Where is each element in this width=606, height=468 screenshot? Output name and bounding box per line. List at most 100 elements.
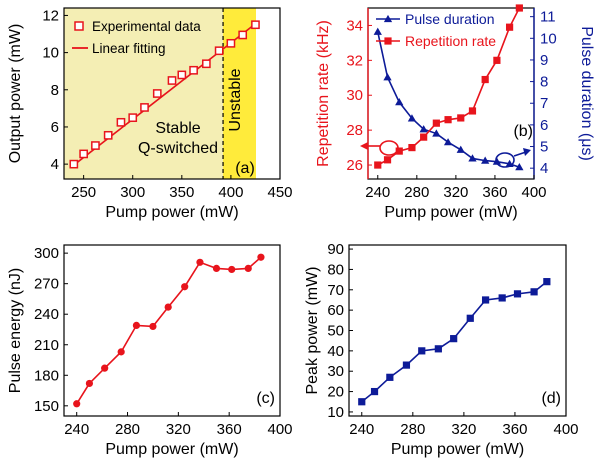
experimental-data-point [91, 141, 100, 150]
y-right-tick-label: 6 [540, 117, 548, 134]
repetition-rate-point [383, 156, 392, 164]
peak-power-point [386, 373, 394, 381]
y-tick-label: 150 [34, 398, 59, 415]
experimental-data-point [189, 65, 198, 75]
pulse-duration-point [407, 114, 417, 122]
y-tick-label: 10 [42, 45, 59, 62]
x-tick-label: 240 [349, 421, 374, 438]
repetition-rate-point [432, 119, 440, 127]
x-tick-label: 240 [365, 184, 390, 201]
experimental-data-point [79, 149, 88, 159]
pulse-duration-point [395, 98, 404, 106]
peak-power-point [434, 345, 442, 353]
y-tick-label: 30 [327, 363, 344, 380]
peak-power-point [418, 347, 426, 355]
experimental-data-point [152, 89, 162, 98]
pulse-energy-point [85, 379, 94, 388]
unstable-region-label: Unstable [227, 68, 244, 131]
x-tick-label: 250 [71, 184, 96, 201]
peak-power-point [466, 314, 474, 322]
linear-fit-line [73, 23, 256, 166]
pulse-duration-point [456, 145, 465, 153]
y-right-tick-label: 9 [540, 52, 548, 69]
y-tick-label: 80 [327, 261, 344, 278]
peak-power-point [358, 398, 366, 406]
peak-power-point [513, 290, 522, 298]
repetition-rate-point [395, 147, 403, 155]
stable-region-label: Q-switched [138, 140, 218, 157]
x-axis-label: Pump power (mW) [391, 441, 524, 458]
repetition-rate-point [468, 107, 477, 115]
y-tick-label: 34 [346, 17, 363, 34]
legend-marker-repetition-rate [384, 37, 392, 45]
pulse-energy-point [228, 265, 236, 274]
panel-label: (d) [541, 390, 561, 407]
y-tick-label: 10 [327, 404, 344, 421]
experimental-data-point [177, 70, 187, 80]
x-tick-label: 360 [482, 184, 507, 201]
repetition-rate-point [420, 133, 428, 141]
x-tick-label: 360 [217, 421, 242, 438]
x-tick-label: 400 [267, 421, 292, 438]
legend: Pulse duration Repetition rate [376, 11, 496, 49]
x-tick-label: 320 [166, 421, 191, 438]
y-tick-label: 240 [34, 306, 59, 323]
x-tick-label: 280 [404, 184, 429, 201]
peak-power-point [402, 361, 411, 369]
x-tick-label: 400 [218, 184, 243, 201]
legend-marker-experimental [74, 21, 84, 31]
y-right-tick-label: 7 [540, 95, 548, 112]
y-tick-label: 26 [346, 157, 363, 174]
y-right-tick-label: 10 [540, 30, 557, 47]
experimental-data-point [116, 117, 126, 127]
peak-power-point [481, 296, 490, 304]
right-axis-indicator-arrow [513, 151, 527, 157]
stable-region [64, 8, 224, 179]
pulse-duration-point [443, 138, 453, 146]
experimental-data-point [103, 130, 113, 140]
peak-power-point [450, 335, 458, 343]
y-right-tick-label: 4 [540, 160, 548, 177]
legend-label: Linear fitting [92, 41, 166, 56]
x-axis-label: Pump power (mW) [105, 441, 238, 458]
x-tick-label: 360 [502, 421, 527, 438]
x-axis-label: Pump power (mW) [384, 204, 517, 221]
y-tick-label: 12 [42, 7, 59, 24]
pulse-duration-point [468, 154, 477, 162]
repetition-rate-point [444, 116, 452, 124]
experimental-data-point [69, 159, 79, 169]
y-right-tick-label: 5 [540, 139, 548, 156]
panel-a: 250 300 350 400 450 4 6 8 10 12 Pump power (mW) Out… [7, 7, 293, 221]
legend-label: Pulse duration [405, 11, 495, 27]
y-tick-label: 28 [346, 122, 363, 139]
plot-frame [63, 244, 281, 417]
y-tick-label: 180 [34, 367, 59, 384]
x-tick-label: 320 [443, 184, 468, 201]
peak-power-point [530, 288, 538, 296]
experimental-data-point [167, 76, 177, 85]
x-tick-label: 400 [553, 421, 578, 438]
experimental-data-point [140, 103, 149, 112]
repetition-rate-point [408, 143, 416, 152]
y-tick-label: 6 [51, 119, 59, 136]
y-right-tick-label: 8 [540, 74, 548, 91]
pulse-energy-point [132, 321, 141, 330]
pulse-duration-point [515, 162, 524, 171]
experimental-data-point [226, 38, 236, 48]
y-tick-label: 70 [327, 282, 344, 299]
pulse-energy-point [149, 322, 157, 331]
legend-marker-pulse-duration [383, 14, 393, 23]
right-axis-indicator-circle [495, 152, 515, 168]
y-tick-label: 8 [51, 82, 59, 99]
pulse-duration-point [419, 125, 428, 133]
left-axis-indicator-circle [379, 140, 399, 156]
y-tick-label: 32 [346, 52, 363, 69]
x-tick-label: 450 [267, 184, 292, 201]
panel-d: 240 280 320 360 400 10 20 30 40 50 60 70 80 90 Pump po… [304, 241, 579, 458]
experimental-data-point [214, 46, 224, 56]
x-tick-label: 240 [64, 421, 89, 438]
x-tick-label: 320 [451, 421, 476, 438]
legend-label: Experimental data [92, 19, 201, 34]
y-tick-label: 210 [34, 337, 59, 354]
